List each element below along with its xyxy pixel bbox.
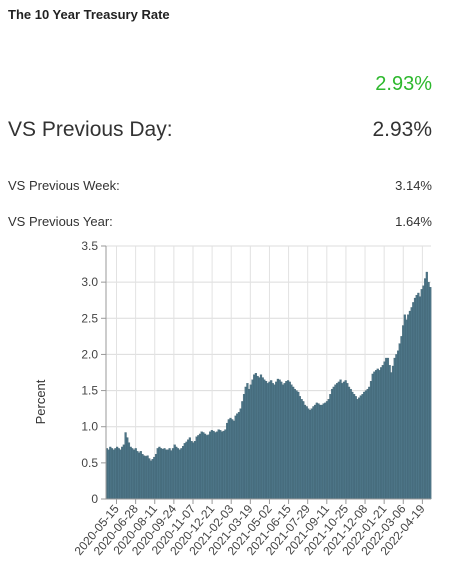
page-title: The 10 Year Treasury Rate [8,7,170,22]
y-tick-label: 2.0 [81,347,98,361]
chart-axes [105,246,431,500]
previous-year-value: 1.64% [395,214,432,229]
y-tick-labels: 0 0.5 1.0 1.5 2.0 2.5 3.0 3.5 [81,239,98,506]
previous-week-value: 3.14% [395,178,432,193]
data-bar [429,287,432,500]
y-tick-label: 0 [91,492,98,506]
previous-week-label: VS Previous Week: [8,178,120,193]
previous-day-label: VS Previous Day: [8,118,173,141]
previous-day-row: VS Previous Day: 2.93% [8,118,432,142]
y-tick-label: 1.5 [81,384,98,398]
previous-week-row: VS Previous Week: 3.14% [8,178,432,193]
y-tick-label: 0.5 [81,456,98,470]
x-tick-labels: 2020-05-152020-06-282020-08-112020-09-24… [72,502,428,558]
previous-year-row: VS Previous Year: 1.64% [8,214,432,229]
y-tick-label: 2.5 [81,311,98,325]
y-tick-label: 1.0 [81,420,98,434]
previous-day-value: 2.93% [372,118,432,141]
previous-year-label: VS Previous Year: [8,214,113,229]
treasury-rate-chart: 0 0.5 1.0 1.5 2.0 2.5 3.0 3.5 2020-05-152020-06… [72,239,432,558]
current-rate-value: 2.93% [375,73,432,95]
y-tick-label: 3.5 [81,239,98,253]
y-tick-label: 3.0 [81,275,98,289]
